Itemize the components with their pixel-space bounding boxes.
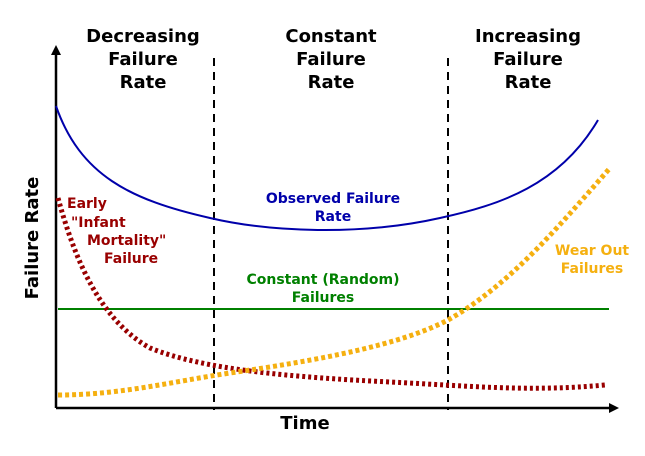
observed-label-line-1: Observed Failure — [266, 191, 400, 207]
infant-mortality-curve — [55, 197, 606, 391]
infant-mortality-label: Early "Infant Mortality" Failure — [67, 196, 166, 267]
region-header-increasing-line-3: Rate — [505, 72, 552, 93]
region-header-increasing-line-1: Increasing — [475, 26, 581, 47]
observed-failure-rate-curve — [55, 105, 599, 231]
region-header-constant: Constant Failure Rate — [285, 26, 377, 93]
region-header-decreasing-line-2: Failure — [108, 49, 178, 70]
region-header-increasing: Increasing Failure Rate — [475, 26, 581, 93]
observed-failure-rate-label: Observed Failure Rate — [266, 191, 400, 225]
infant-label-line-1: Early — [67, 196, 107, 212]
constant-failures-label: Constant (Random) Failures — [246, 272, 399, 306]
y-axis-label: Failure Rate — [22, 177, 43, 300]
wear-out-failures-curve — [57, 166, 612, 398]
infant-label-line-2: "Infant — [71, 215, 126, 231]
region-header-decreasing-line-1: Decreasing — [86, 26, 200, 47]
wearout-label-line-1: Wear Out — [555, 243, 630, 259]
wear-out-failures-label: Wear Out Failures — [555, 243, 630, 277]
region-header-constant-line-2: Failure — [296, 49, 366, 70]
region-header-constant-line-3: Rate — [308, 72, 355, 93]
infant-label-line-3: Mortality" — [87, 233, 166, 249]
constant-label-line-2: Failures — [292, 290, 355, 306]
region-header-increasing-line-2: Failure — [493, 49, 563, 70]
region-header-decreasing: Decreasing Failure Rate — [86, 26, 200, 93]
wearout-label-line-2: Failures — [561, 261, 624, 277]
x-axis-label: Time — [280, 413, 329, 434]
region-header-constant-line-1: Constant — [285, 26, 377, 47]
observed-label-line-2: Rate — [315, 209, 351, 225]
constant-label-line-1: Constant (Random) — [246, 272, 399, 288]
infant-label-line-4: Failure — [104, 251, 158, 267]
region-header-decreasing-line-3: Rate — [120, 72, 167, 93]
